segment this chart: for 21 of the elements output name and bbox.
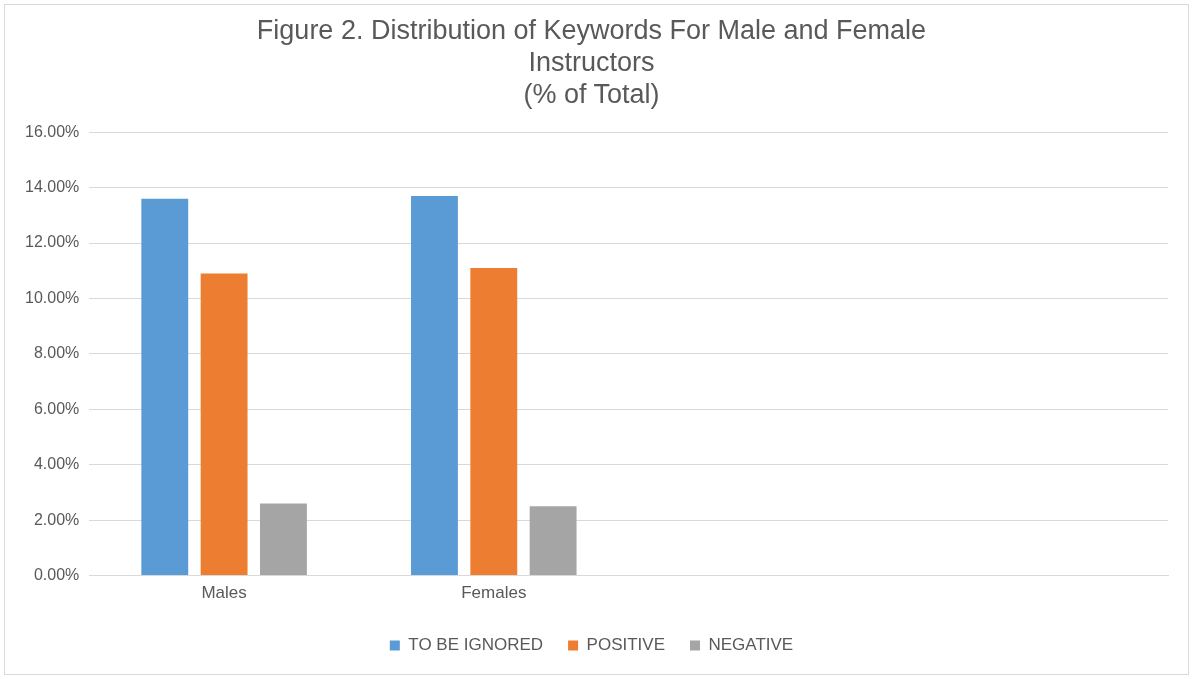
bar <box>141 198 189 576</box>
y-tick-label: 0.00% <box>33 566 80 584</box>
bar <box>200 273 248 576</box>
y-tick-label: 14.00% <box>25 178 80 196</box>
x-tick-label: Males <box>201 583 247 603</box>
legend-label: POSITIVE <box>586 635 665 655</box>
y-tick-label: 12.00% <box>25 233 80 251</box>
y-tick-label: 2.00% <box>33 510 80 528</box>
y-tick-label: 16.00% <box>25 122 80 140</box>
bar <box>470 267 518 576</box>
y-tick-label: 6.00% <box>33 399 80 417</box>
chart-title: Figure 2. Distribution of Keywords For Male and Female Instructors (% of Total) <box>256 14 927 110</box>
bar <box>260 503 307 576</box>
x-tick-label: Females <box>461 583 527 603</box>
legend-label: TO BE IGNORED <box>408 635 544 655</box>
y-tick-label: 8.00% <box>33 344 80 362</box>
bar <box>411 195 458 576</box>
y-tick-label: 4.00% <box>33 455 80 473</box>
legend-label: NEGATIVE <box>708 635 794 655</box>
bar <box>529 506 577 576</box>
y-tick-label: 10.00% <box>25 288 80 306</box>
